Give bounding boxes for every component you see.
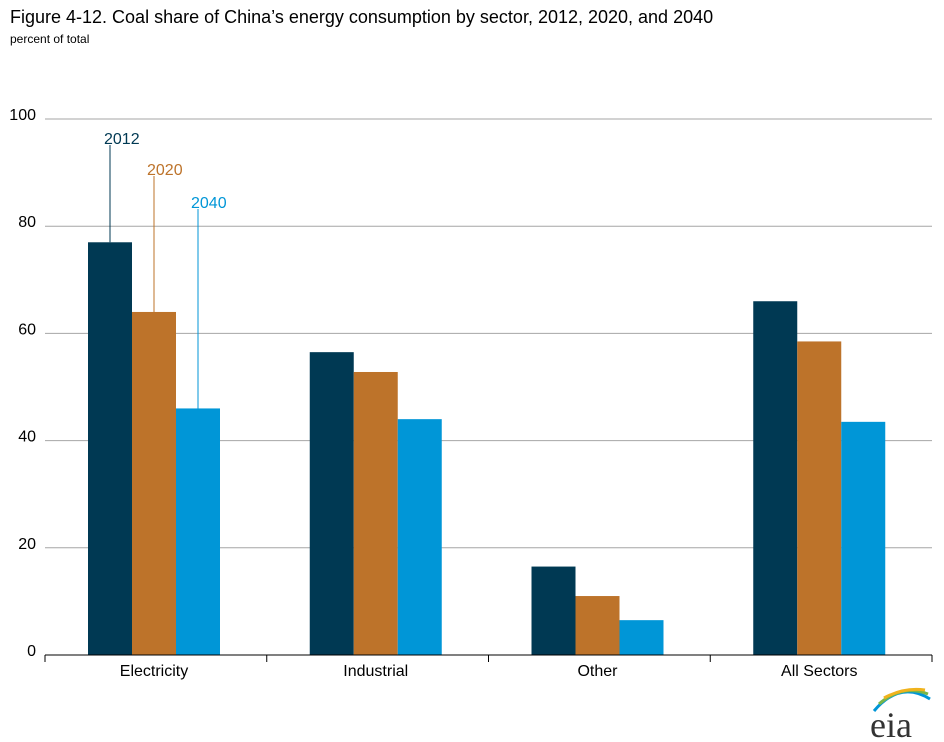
svg-text:eia: eia: [870, 705, 912, 742]
bar-2040-industrial: [397, 419, 442, 655]
legend-label-2012: 2012: [104, 131, 140, 148]
bar-2020-all-sectors: [797, 341, 842, 655]
category-label: All Sectors: [781, 663, 857, 680]
bar-2012-all-sectors: [753, 301, 798, 655]
bar-2040-all-sectors: [841, 421, 886, 655]
category-label: Electricity: [120, 663, 188, 680]
y-tick-label: 80: [18, 214, 36, 231]
legend-label-2020: 2020: [147, 162, 183, 179]
bar-2020-industrial: [353, 371, 398, 655]
y-tick-label: 40: [18, 429, 36, 446]
x-axis: Electricity Industrial Other All Sectors: [44, 654, 933, 680]
eia-logo: eia: [870, 687, 931, 742]
category-label: Other: [577, 663, 618, 680]
bars: [88, 242, 886, 655]
bar-2012-industrial: [309, 352, 354, 655]
bar-2020-electricity: [132, 311, 176, 655]
y-tick-label: 20: [18, 536, 36, 553]
bar-2020-other: [575, 596, 620, 655]
y-tick-label: 60: [18, 321, 36, 338]
bar-2040-electricity: [176, 408, 220, 655]
y-tick-label: 100: [9, 107, 36, 124]
y-axis-ticks: 0 20 40 60 80 100: [9, 107, 36, 660]
legend: 2012 2020 2040: [104, 131, 227, 409]
bar-2012-other: [531, 566, 576, 655]
legend-label-2040: 2040: [191, 195, 227, 212]
chart-subtitle: percent of total: [10, 32, 90, 46]
bar-2040-other: [619, 620, 664, 655]
chart-title: Figure 4-12. Coal share of China’s energ…: [10, 7, 714, 27]
y-tick-label: 0: [27, 643, 36, 660]
bar-2012-electricity: [88, 242, 132, 655]
category-label: Industrial: [343, 663, 408, 680]
